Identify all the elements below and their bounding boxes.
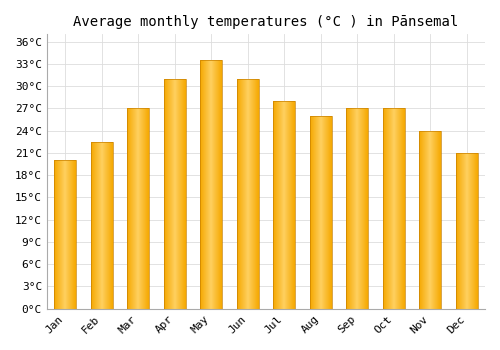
Bar (127, 108, 149, 309)
Bar (420, 131, 441, 309)
Bar (54, 160, 76, 309)
Bar (346, 108, 368, 309)
Bar (236, 79, 258, 309)
Bar (200, 60, 222, 309)
Bar (383, 108, 404, 309)
Bar (310, 116, 332, 309)
Bar (456, 153, 477, 309)
Bar (164, 79, 186, 309)
Bar (90, 142, 112, 309)
Title: Average monthly temperatures (°C ) in Pānsemal: Average monthly temperatures (°C ) in Pā… (74, 15, 458, 29)
Bar (273, 101, 295, 309)
